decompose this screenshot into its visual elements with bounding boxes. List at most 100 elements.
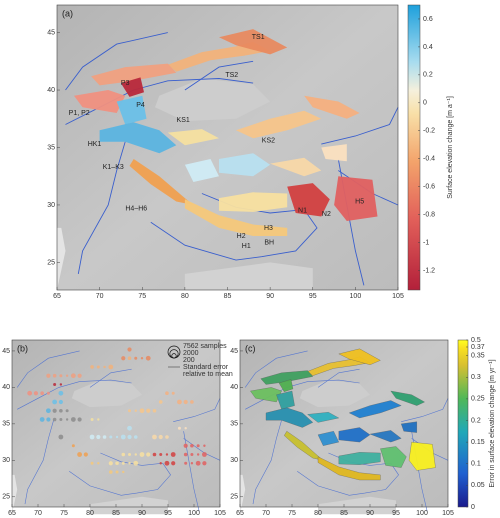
sample-dot bbox=[152, 434, 157, 440]
x-tick-label: 70 bbox=[262, 510, 270, 517]
sample-dot bbox=[83, 452, 88, 457]
region-label: H1 bbox=[242, 243, 251, 250]
sample-dot bbox=[90, 365, 94, 369]
colorbar-tick-label: 0.3 bbox=[471, 374, 481, 381]
sample-dot bbox=[59, 408, 63, 413]
x-tick-label: 95 bbox=[164, 510, 172, 517]
region-label: P1, P2 bbox=[69, 110, 90, 117]
colorbar-tick-label: 0.35 bbox=[471, 352, 485, 359]
glacier-region bbox=[400, 421, 417, 433]
glacier-region bbox=[116, 95, 147, 125]
river bbox=[69, 452, 171, 496]
sample-dot bbox=[115, 470, 119, 474]
x-tick-label: 100 bbox=[350, 293, 362, 300]
sample-dot bbox=[127, 347, 132, 352]
x-tick-label: 90 bbox=[266, 293, 274, 300]
x-tick-label: 105 bbox=[442, 510, 454, 517]
lowland bbox=[318, 496, 396, 515]
sample-dot bbox=[108, 461, 113, 466]
sample-dot bbox=[190, 400, 194, 404]
sample-dot bbox=[177, 399, 182, 405]
sample-dot bbox=[202, 461, 207, 466]
x-tick-label: 80 bbox=[86, 510, 94, 517]
sample-dot bbox=[52, 408, 57, 413]
region-label: H3 bbox=[264, 225, 273, 232]
region-label: P4 bbox=[136, 102, 145, 109]
colorbar-tick-label: -0.4 bbox=[423, 156, 435, 163]
x-tick-label: 85 bbox=[340, 510, 348, 517]
river bbox=[244, 350, 308, 388]
sample-dot bbox=[59, 374, 63, 378]
x-tick-label: 90 bbox=[366, 510, 374, 517]
sample-dot bbox=[33, 391, 39, 396]
x-tick-label: 70 bbox=[34, 510, 42, 517]
region-label: TS1 bbox=[252, 34, 265, 41]
region-label: H5 bbox=[355, 198, 364, 205]
x-tick-label: 95 bbox=[392, 510, 400, 517]
map-panel: (b) 65 70 75 80 85 90 95 100 105 25 30 35 40 45 7562 sa… bbox=[2, 339, 233, 517]
sample-dot bbox=[70, 373, 76, 379]
glacier-region bbox=[265, 407, 314, 428]
map-panel: (c) 65 70 75 80 85 90 95 100 105 25 30 35 40 45 0.50.37… bbox=[230, 337, 496, 517]
river bbox=[321, 107, 399, 145]
colorbar-tick-label: -0.8 bbox=[423, 211, 435, 218]
glacier-region bbox=[334, 176, 378, 221]
sample-dot bbox=[146, 408, 151, 413]
colorbar-tick-label: 0 bbox=[423, 100, 427, 107]
colorbar-tick-label: 0.25 bbox=[471, 396, 485, 403]
sample-dot bbox=[190, 462, 194, 465]
y-tick-label: 25 bbox=[47, 259, 55, 266]
sample-dot bbox=[96, 434, 101, 440]
colorbar-tick-label: -1 bbox=[423, 239, 429, 246]
sample-dot bbox=[65, 374, 69, 377]
sample-dot bbox=[77, 417, 82, 422]
glacier-region bbox=[120, 77, 144, 97]
y-tick-label: 40 bbox=[2, 384, 10, 391]
sample-dot bbox=[102, 435, 107, 439]
lowland bbox=[57, 227, 66, 290]
x-tick-label: 65 bbox=[236, 510, 244, 517]
sample-dot bbox=[46, 391, 50, 395]
sample-dot bbox=[170, 452, 176, 457]
colorbar-tick-label: 0 bbox=[471, 504, 475, 511]
glacier-region bbox=[74, 90, 126, 113]
sample-dot bbox=[121, 356, 126, 361]
map-panel: TS1 TS2 P3 P4 P1, P2 KS1 KS2 HK1 K1–K3 H4–H6 N1 N2 H… bbox=[47, 4, 454, 300]
region-label: TS2 bbox=[225, 72, 238, 79]
sample-dot bbox=[77, 373, 82, 378]
glacier-region bbox=[184, 199, 288, 236]
sample-dot bbox=[128, 452, 132, 456]
panel-label: (b) bbox=[17, 343, 28, 353]
sample-dot bbox=[127, 434, 132, 440]
glacier-region bbox=[99, 122, 177, 154]
sample-dot bbox=[46, 408, 51, 414]
glacier-region bbox=[260, 370, 314, 385]
region-label: P3 bbox=[121, 80, 130, 87]
x-tick-label: 65 bbox=[8, 510, 16, 517]
x-tick-label: 80 bbox=[314, 510, 322, 517]
x-tick-label: 95 bbox=[309, 293, 317, 300]
sample-dot bbox=[52, 373, 57, 378]
x-tick-label: 105 bbox=[214, 510, 226, 517]
glacier-region bbox=[278, 379, 294, 392]
sample-dot bbox=[152, 408, 157, 413]
x-tick-label: 100 bbox=[416, 510, 428, 517]
sample-dot bbox=[121, 452, 126, 457]
sample-dot bbox=[52, 417, 57, 422]
legend-note: Standard error bbox=[183, 364, 229, 371]
sample-dot bbox=[58, 390, 64, 396]
glacier-region bbox=[129, 159, 194, 205]
sample-dot bbox=[134, 453, 137, 456]
sample-dot bbox=[164, 460, 170, 466]
region-label: BH bbox=[264, 240, 274, 247]
sample-dot bbox=[53, 382, 57, 386]
glacier-region bbox=[219, 153, 271, 177]
glacier-region bbox=[307, 412, 340, 423]
glacier-region bbox=[276, 390, 295, 410]
sample-dot bbox=[196, 453, 200, 456]
sample-dot bbox=[165, 453, 169, 456]
sample-dot bbox=[183, 399, 188, 405]
x-tick-label: 75 bbox=[60, 510, 68, 517]
sample-dot bbox=[77, 452, 82, 457]
sample-dot bbox=[128, 462, 131, 465]
